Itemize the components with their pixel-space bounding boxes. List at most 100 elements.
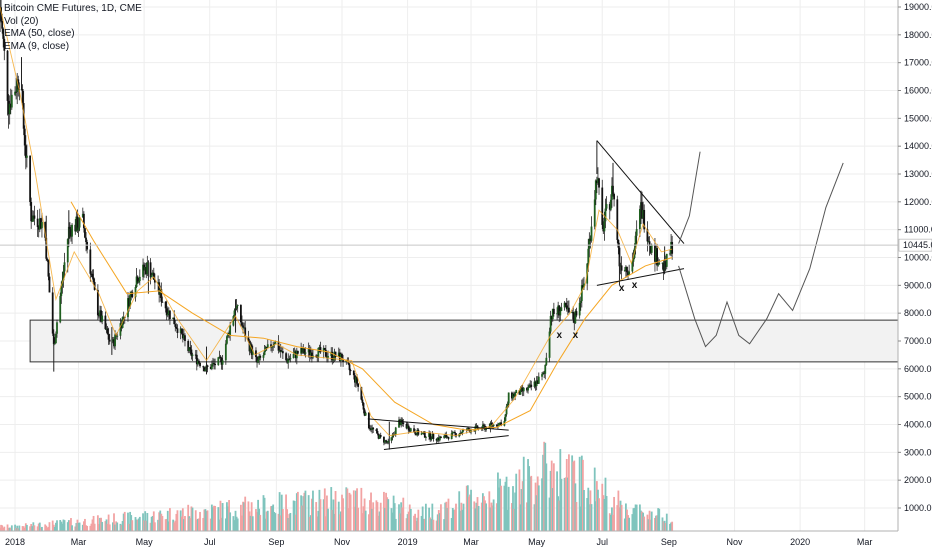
volume-bar-392 [588, 504, 591, 531]
volume-bar-138 [205, 511, 208, 531]
time-axis[interactable]: 2018 Mar May Jul Sep Nov 2019 Mar May Jul Sep Nov 20… [0, 530, 932, 550]
volume-bar-388 [581, 459, 584, 531]
volume-bar-283 [423, 518, 426, 531]
candle-body-89 [131, 291, 134, 298]
candle-body-386 [579, 301, 582, 303]
candle-body-236 [353, 375, 356, 383]
candle-body-410 [616, 199, 619, 240]
candle-body-329 [492, 424, 495, 427]
volume-bar-200 [300, 495, 303, 531]
volume-bar-354 [530, 475, 533, 531]
candle-body-77 [114, 334, 116, 347]
volume-bar-149 [221, 503, 224, 531]
candle-body-140 [209, 366, 212, 370]
volume-bar-316 [474, 508, 477, 531]
candle-body-40 [59, 296, 62, 323]
volume-bar-351 [527, 459, 529, 531]
volume-bar-191 [286, 509, 289, 531]
candle-body-181 [271, 346, 273, 348]
volume-bar-311 [466, 485, 469, 531]
candle-body-404 [605, 204, 608, 209]
volume-bar-225 [337, 501, 340, 531]
candle-body-334 [500, 422, 503, 426]
candle-body-169 [251, 350, 254, 355]
volume-bar-208 [310, 498, 313, 531]
candle-body-160 [240, 305, 242, 323]
candle-body-341 [512, 393, 514, 399]
candle-body-172 [257, 359, 260, 363]
candle-body-9 [10, 94, 13, 108]
volume-bar-115 [172, 519, 175, 531]
volume-bar-384 [575, 502, 578, 531]
volume-bar-264 [394, 518, 397, 531]
volume-bar-82 [121, 521, 124, 531]
candle-body-154 [229, 325, 232, 336]
volume-bar-321 [481, 493, 484, 531]
time-tick-label-13: Mar [857, 537, 873, 547]
candle-body-115 [172, 317, 175, 319]
candle-body-203 [303, 347, 306, 354]
candle-body-204 [304, 352, 307, 354]
price-tick-label-11: 12000.0 [904, 197, 932, 207]
volume-bar-173 [258, 508, 261, 531]
candle-body-226 [338, 352, 341, 361]
legend-ema-9[interactable]: EMA (9, close) [4, 40, 70, 52]
legend-symbol-title[interactable]: Bitcoin CME Futures, 1D, CME [4, 3, 142, 14]
volume-bar-155 [232, 516, 235, 531]
time-tick-label-9: Jul [596, 537, 608, 547]
candle-body-159 [236, 305, 239, 307]
volume-bar-213 [318, 489, 321, 531]
volume-bar-369 [552, 463, 555, 531]
candle-body-269 [402, 422, 405, 424]
candle-body-372 [558, 305, 561, 316]
candle-body-443 [664, 261, 667, 267]
volume-bar-315 [473, 501, 476, 531]
candle-body-336 [504, 414, 507, 421]
price-tick-label-5: 6000.0 [904, 364, 932, 374]
volume-bar-407 [611, 507, 613, 531]
price-axis[interactable]: 1000.0 2000.0 3000.0 4000.0 5000.0 6000.0 7000… [897, 0, 932, 550]
volume-bar-339 [507, 486, 510, 531]
volume-bar-156 [233, 520, 236, 531]
volume-bar-38 [55, 522, 57, 531]
candle-body-369 [552, 308, 555, 314]
chart-legend: Bitcoin CME Futures, 1D, CME Vol (20) EM… [4, 3, 142, 53]
legend-ema-50[interactable]: EMA (50, close) [4, 28, 75, 39]
legend-volume[interactable]: Vol (20) [4, 15, 39, 27]
candle-body-316 [474, 426, 477, 432]
candle-body-147 [219, 356, 222, 359]
candle-body-170 [255, 350, 257, 358]
price-axis-bg [898, 0, 932, 550]
volume-bar-246 [369, 500, 371, 531]
candle-body-228 [341, 354, 343, 360]
volume-bar-181 [271, 505, 273, 531]
price-tick-label-17: 18000.0 [904, 30, 932, 40]
candle-body-123 [183, 335, 185, 339]
volume-bar-101 [150, 516, 153, 531]
candle-body-241 [361, 399, 364, 403]
candle-body-419 [628, 271, 631, 275]
candle-body-191 [286, 360, 289, 363]
candle-body-349 [522, 387, 525, 392]
volume-bar-352 [528, 466, 531, 531]
candle-body-101 [150, 275, 153, 278]
volume-bar-56 [82, 521, 85, 531]
candle-body-65 [96, 289, 99, 316]
candle-body-379 [568, 307, 570, 313]
volume-bar-78 [115, 521, 118, 531]
candle-body-116 [173, 317, 176, 325]
volume-bar-169 [251, 516, 254, 531]
volume-bar-59 [86, 525, 89, 531]
volume-bar-309 [462, 503, 465, 531]
volume-bar-416 [625, 503, 627, 531]
candle-body-361 [542, 372, 545, 375]
candle-body-5 [6, 50, 9, 101]
candle-body-237 [355, 377, 357, 383]
candle-body-11 [15, 91, 18, 93]
volume-bar-92 [136, 519, 139, 531]
candle-body-377 [565, 305, 568, 310]
volume-bar-215 [322, 499, 325, 531]
volume-bar-367 [550, 460, 553, 531]
volume-bar-425 [638, 504, 641, 531]
